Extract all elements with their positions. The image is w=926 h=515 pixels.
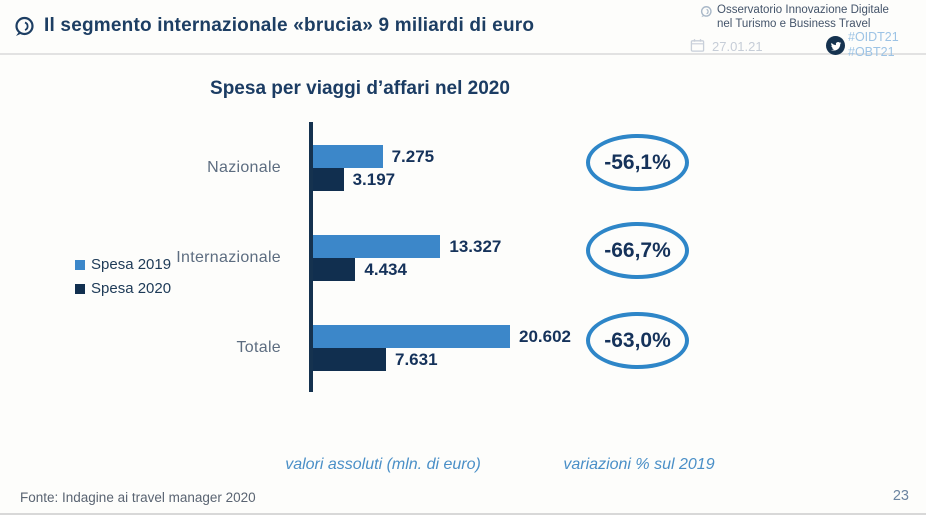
bar-spesa-2019: [313, 145, 383, 168]
axis-note-variations: variazioni % sul 2019: [563, 456, 715, 473]
calendar-icon: [690, 38, 705, 53]
value-label: 13.327: [449, 236, 502, 256]
slide-title: Il segmento internazionale «brucia» 9 mi…: [44, 15, 535, 36]
variation-oval: -63,0%: [586, 312, 689, 369]
variation-oval: -66,7%: [586, 222, 689, 279]
variation-value: -63,0%: [604, 328, 671, 352]
chart-axis-line: [309, 122, 313, 392]
bar-row-2020: 7.631: [313, 348, 571, 371]
bar-group-nazionale: Nazionale 7.275 3.197 -56,1%: [0, 134, 926, 191]
legend-swatch-2020: [75, 283, 85, 294]
twitter-icon: [826, 36, 845, 55]
legend-swatch-2019: [75, 259, 85, 270]
bar-spesa-2019: [313, 235, 441, 258]
category-label: Totale: [236, 339, 281, 356]
axis-note-absolute-values: valori assoluti (mln. di euro): [285, 456, 481, 473]
legend-label-2020: Spesa 2020: [91, 280, 172, 297]
chart-title: Spesa per viaggi d’affari nel 2020: [210, 78, 510, 99]
category-label: Nazionale: [207, 159, 281, 176]
bar-row-2019: 20.602: [313, 325, 571, 348]
hashtag-oidt21: #OIDT21: [848, 30, 899, 44]
bar-row-2019: 7.275: [313, 145, 434, 168]
bar-spesa-2020: [313, 168, 344, 191]
value-label: 7.275: [391, 146, 435, 166]
value-label: 7.631: [395, 349, 438, 369]
header-divider: [0, 53, 926, 55]
value-label: 4.434: [364, 259, 407, 279]
speech-bubble-icon: [699, 5, 713, 19]
bar-row-2020: 4.434: [313, 258, 501, 281]
hashtag-obt21: #OBT21: [848, 44, 895, 59]
organization-line1: Osservatorio Innovazione Digitale: [717, 4, 889, 16]
value-label: 20.602: [519, 326, 571, 346]
bar-spesa-2019: [313, 325, 510, 348]
organization-name: Osservatorio Innovazione Digitale nel Tu…: [717, 4, 922, 31]
bar-group-totale: Totale 20.602 7.631 -63,0%: [0, 312, 926, 371]
organization-line2: nel Turismo e Business Travel: [717, 17, 871, 30]
bar-spesa-2020: [313, 348, 386, 371]
variation-oval: -56,1%: [586, 134, 689, 191]
variation-value: -56,1%: [604, 150, 671, 174]
chart-legend: Spesa 2019 Spesa 2020: [75, 256, 171, 304]
source-note: Fonte: Indagine ai travel manager 2020: [20, 490, 256, 505]
page-number: 23: [892, 488, 909, 504]
bar-group-internazionale: Internazionale 13.327 4.434 -66,7%: [0, 222, 926, 281]
bar-row-2019: 13.327: [313, 235, 501, 258]
bar-row-2020: 3.197: [313, 168, 434, 191]
legend-label-2019: Spesa 2019: [91, 256, 172, 273]
legend-item-spesa-2020: Spesa 2020: [75, 280, 171, 297]
value-label: 3.197: [352, 169, 396, 189]
variation-value: -66,7%: [604, 238, 671, 262]
osservatori-logo-icon: [12, 15, 36, 39]
bar-spesa-2020: [313, 258, 356, 281]
bottom-divider: [0, 513, 926, 515]
category-label: Internazionale: [176, 249, 281, 266]
slide-date: 27.01.21: [712, 39, 763, 54]
legend-item-spesa-2019: Spesa 2019: [75, 256, 171, 273]
hashtags: #OIDT21 #OBT21: [848, 30, 899, 59]
